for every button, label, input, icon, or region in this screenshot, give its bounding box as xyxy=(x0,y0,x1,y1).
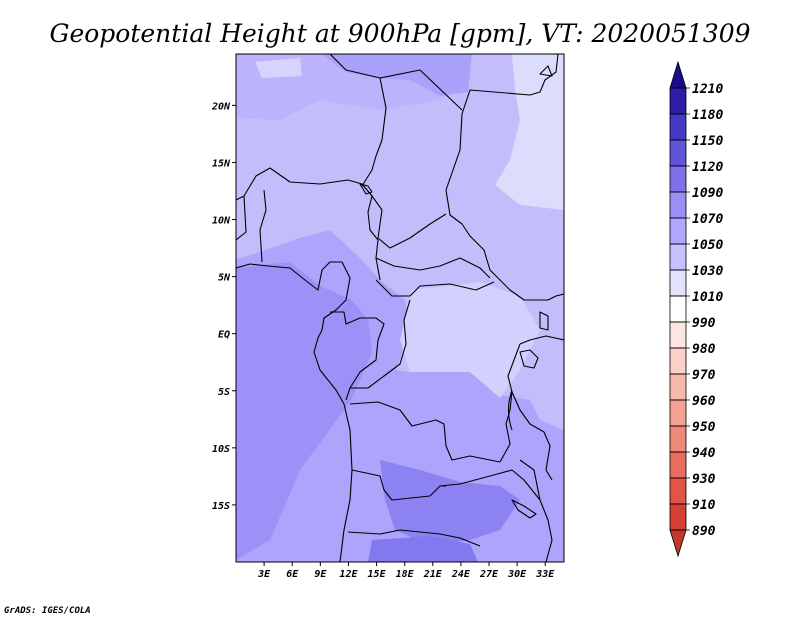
x-tick-label: 24E xyxy=(451,569,471,580)
coastline-west xyxy=(236,261,353,562)
colorbar-swatch xyxy=(669,321,687,349)
y-tick-label: 10S xyxy=(212,444,230,455)
x-tick-label: 15E xyxy=(368,569,387,580)
field-east-low xyxy=(495,54,564,210)
border-car-drc xyxy=(375,279,495,297)
colorbar-label: 950 xyxy=(692,420,716,435)
field-congo-low xyxy=(400,282,540,398)
plot-frame xyxy=(235,53,565,563)
colorbar-label: 980 xyxy=(692,342,716,357)
chart-title: Geopotential Height at 900hPa [gpm], VT:… xyxy=(49,19,750,48)
colorbar-label: 930 xyxy=(692,472,716,487)
colorbar-swatch xyxy=(669,425,687,453)
border-benin xyxy=(259,189,267,263)
colorbar-swatch xyxy=(669,477,687,505)
colorbar-swatch xyxy=(669,165,687,193)
colorbar-label: 890 xyxy=(692,524,716,539)
border-car-north xyxy=(375,257,491,279)
colorbar-label: 1210 xyxy=(692,82,723,97)
x-tick-label: 27E xyxy=(479,569,499,580)
colorbar-label: 960 xyxy=(692,394,716,409)
grads-credit: GrADS: IGES/COLA xyxy=(4,606,91,616)
colorbar-label: 1070 xyxy=(692,212,723,227)
colorbar-swatch xyxy=(669,373,687,401)
colorbar-label: 940 xyxy=(692,446,716,461)
y-tick-label: 5S xyxy=(218,387,230,398)
colorbar-label: 1120 xyxy=(692,160,723,175)
colorbar-swatch xyxy=(669,243,687,271)
border-congo-drc xyxy=(350,299,411,389)
colorbar-swatch xyxy=(669,191,687,219)
colorbar-swatch xyxy=(669,399,687,427)
colorbar-label: 910 xyxy=(692,498,716,513)
colorbar-label: 1150 xyxy=(692,134,723,149)
colorbar-label: 1180 xyxy=(692,108,723,123)
y-tick-label: 15S xyxy=(212,501,230,512)
x-tick-label: 6E xyxy=(286,569,299,580)
lake-chad xyxy=(359,183,373,195)
border-angola-drc xyxy=(349,401,501,463)
border-tanzania xyxy=(511,391,553,481)
map-area xyxy=(236,54,564,562)
x-axis: 3E 6E 9E 12E 15E 18E 21E 24E 27E 30E 33E xyxy=(257,562,555,580)
field-patch-nw xyxy=(255,58,302,78)
colorbar-swatch xyxy=(669,87,687,115)
gulf-of-suez xyxy=(539,65,553,77)
colorbar-label: 1050 xyxy=(692,238,723,253)
y-tick-label: 10N xyxy=(212,216,231,227)
border-gabon-congo xyxy=(330,311,385,401)
colorbar-swatch xyxy=(669,347,687,375)
y-tick-label: EQ xyxy=(218,330,230,341)
lake-kariba xyxy=(511,499,537,519)
border-chad-car xyxy=(377,209,447,249)
colorbar-label: 970 xyxy=(692,368,716,383)
colorbar-swatch xyxy=(669,113,687,141)
colorbar-label: 1010 xyxy=(692,290,723,305)
colorbar-swatch xyxy=(669,451,687,479)
border-ghana xyxy=(236,195,247,241)
lake-victoria xyxy=(519,349,539,369)
colorbar-swatch xyxy=(669,139,687,167)
colorbar-label: 1090 xyxy=(692,186,723,201)
y-axis: 20N 15N 10N 5N EQ 5S 10S 15S xyxy=(211,101,236,512)
colorbar-swatch xyxy=(669,529,687,558)
colorbar-label: 1030 xyxy=(692,264,723,279)
y-tick-label: 15N xyxy=(212,158,231,169)
colorbar-swatch xyxy=(669,217,687,245)
border-east-rift xyxy=(499,343,521,463)
border-niger-chad xyxy=(361,77,387,187)
x-tick-label: 12E xyxy=(339,569,358,580)
colorbar-label: 990 xyxy=(692,316,716,331)
x-tick-label: 18E xyxy=(396,569,415,580)
colorbar-swatch xyxy=(669,269,687,297)
field-far-south xyxy=(368,536,478,562)
field-south-high xyxy=(380,460,520,545)
x-tick-label: 3E xyxy=(257,569,271,580)
border-malawi xyxy=(519,459,541,501)
x-tick-label: 30E xyxy=(507,569,527,580)
border-uganda-kenya xyxy=(519,335,564,345)
colorbar-swatch xyxy=(669,295,687,323)
x-tick-label: 33E xyxy=(535,569,555,580)
border-namibia xyxy=(347,529,481,547)
y-tick-label: 5N xyxy=(218,273,231,284)
x-tick-label: 21E xyxy=(423,569,443,580)
border-zambia-mozambique xyxy=(439,469,553,562)
colorbar: 890 910 930 940 950 960 970 980 990 1010 1030 1050 1… xyxy=(669,60,723,558)
colorbar-swatch xyxy=(669,503,687,531)
border-sudan xyxy=(445,54,564,301)
lake-albert xyxy=(539,311,549,331)
colorbar-swatch xyxy=(669,60,687,89)
field-atlantic xyxy=(236,262,372,560)
y-tick-label: 20N xyxy=(211,101,231,112)
x-tick-label: 9E xyxy=(314,569,327,580)
lake-tanganyika xyxy=(507,389,513,431)
